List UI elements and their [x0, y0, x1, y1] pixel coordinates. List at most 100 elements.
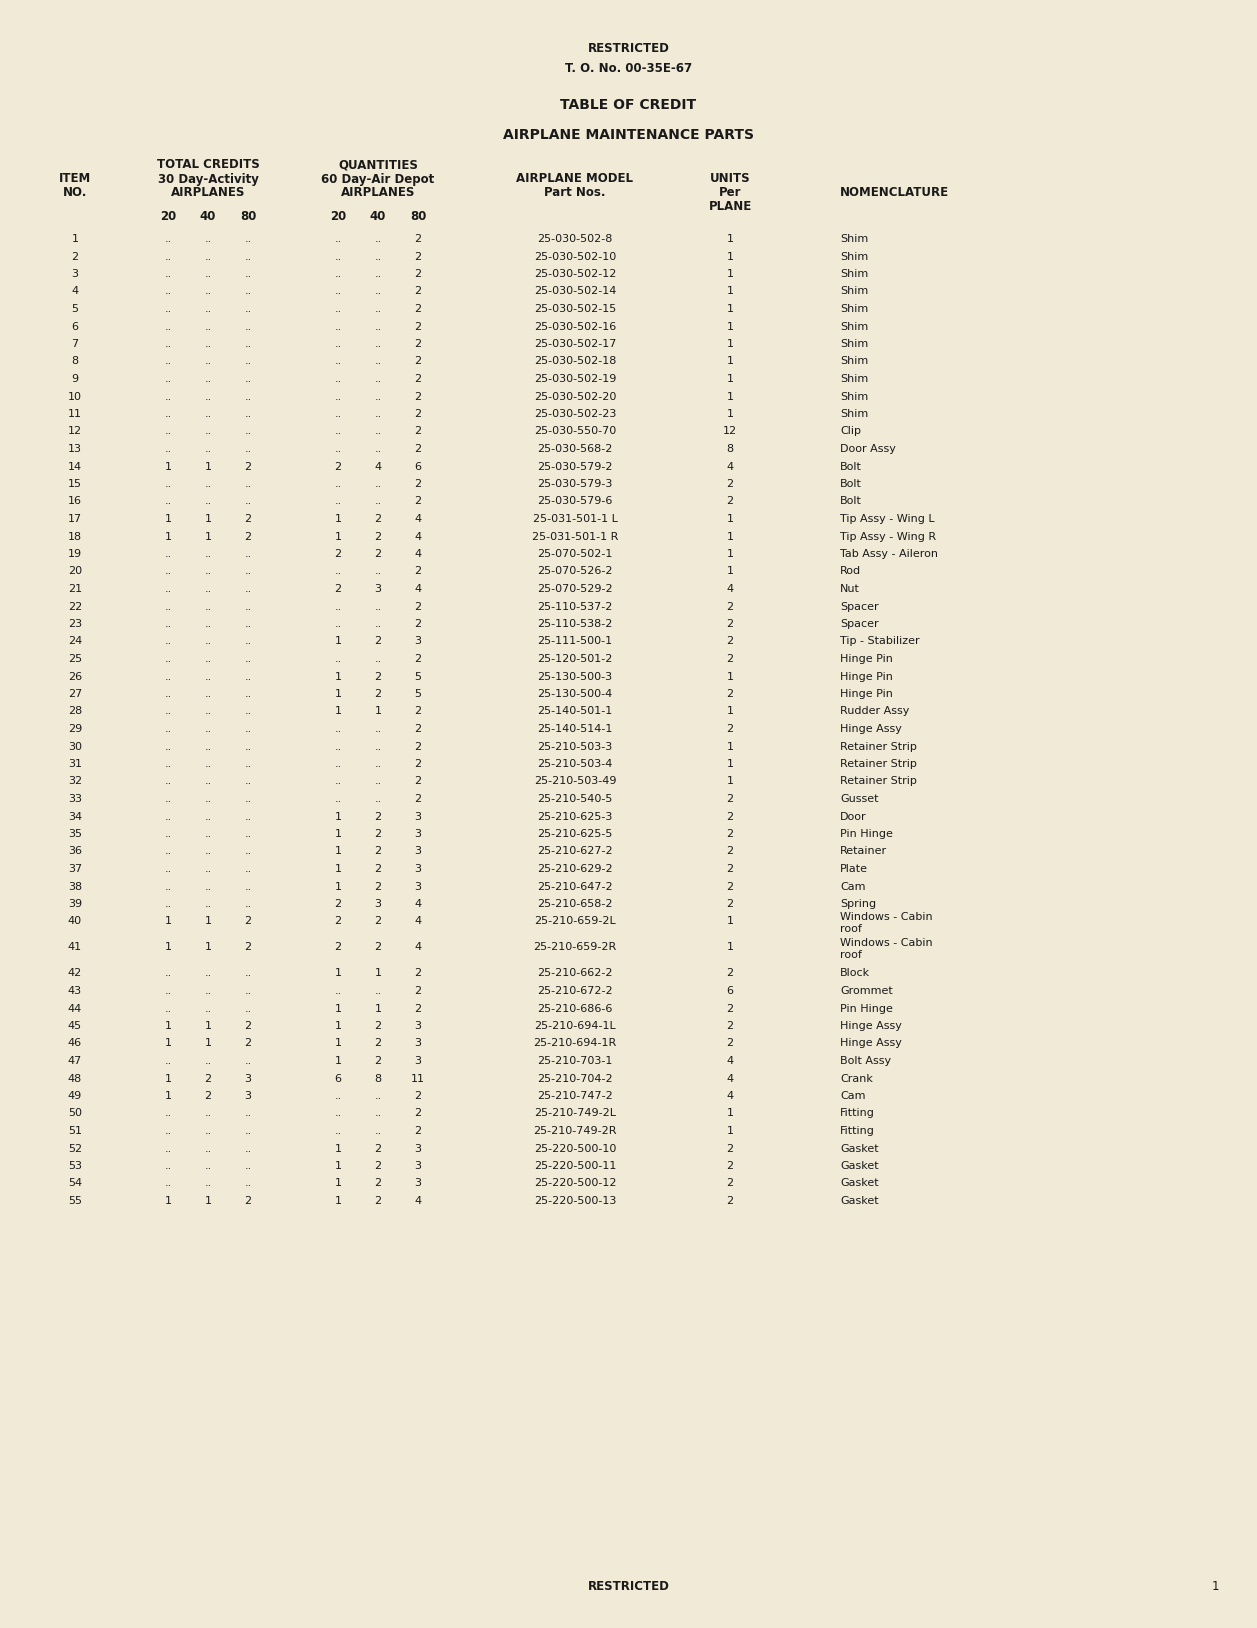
Text: 1: 1: [205, 531, 211, 542]
Text: 25-210-694-1R: 25-210-694-1R: [533, 1039, 617, 1048]
Text: 13: 13: [68, 444, 82, 454]
Text: ..: ..: [165, 479, 172, 488]
Text: 2: 2: [415, 479, 421, 488]
Text: 25-210-672-2: 25-210-672-2: [537, 987, 613, 996]
Text: 3: 3: [375, 899, 382, 908]
Text: 25-210-686-6: 25-210-686-6: [537, 1003, 612, 1014]
Text: 25-030-579-3: 25-030-579-3: [537, 479, 612, 488]
Text: ..: ..: [205, 549, 211, 558]
Text: ..: ..: [165, 847, 172, 856]
Text: 2: 2: [244, 917, 251, 926]
Text: 2: 2: [727, 1003, 734, 1014]
Text: 2: 2: [415, 1003, 421, 1014]
Text: ..: ..: [244, 1127, 251, 1136]
Text: 28: 28: [68, 707, 82, 716]
Text: 1: 1: [334, 1057, 342, 1066]
Text: ..: ..: [165, 864, 172, 874]
Text: 1: 1: [727, 1109, 734, 1118]
Text: ..: ..: [244, 584, 251, 594]
Text: 51: 51: [68, 1127, 82, 1136]
Text: 35: 35: [68, 829, 82, 838]
Text: 1: 1: [205, 917, 211, 926]
Text: 2: 2: [334, 899, 342, 908]
Text: 2: 2: [727, 1161, 734, 1171]
Text: ..: ..: [334, 234, 342, 244]
Text: 2: 2: [375, 917, 382, 926]
Text: ..: ..: [334, 444, 342, 454]
Text: ..: ..: [165, 707, 172, 716]
Text: Shim: Shim: [840, 339, 869, 348]
Text: 25-070-529-2: 25-070-529-2: [537, 584, 613, 594]
Text: Pin Hinge: Pin Hinge: [840, 829, 892, 838]
Text: 6: 6: [72, 321, 78, 332]
Text: 25-111-500-1: 25-111-500-1: [538, 637, 612, 646]
Text: roof: roof: [840, 951, 862, 961]
Text: 1: 1: [727, 531, 734, 542]
Text: 25-210-625-5: 25-210-625-5: [537, 829, 612, 838]
Text: Shim: Shim: [840, 374, 869, 384]
Text: ..: ..: [244, 287, 251, 296]
Text: 3: 3: [415, 1021, 421, 1031]
Text: 2: 2: [415, 374, 421, 384]
Text: 25-210-694-1L: 25-210-694-1L: [534, 1021, 616, 1031]
Text: ..: ..: [205, 339, 211, 348]
Text: ..: ..: [244, 1057, 251, 1066]
Text: RESTRICTED: RESTRICTED: [587, 41, 670, 54]
Text: 3: 3: [375, 584, 382, 594]
Text: ..: ..: [205, 654, 211, 664]
Text: 25-130-500-4: 25-130-500-4: [538, 689, 612, 698]
Text: ..: ..: [205, 1127, 211, 1136]
Text: ..: ..: [165, 741, 172, 752]
Text: Windows - Cabin: Windows - Cabin: [840, 912, 933, 921]
Text: ..: ..: [205, 374, 211, 384]
Text: ..: ..: [205, 724, 211, 734]
Text: Nut: Nut: [840, 584, 860, 594]
Text: Grommet: Grommet: [840, 987, 892, 996]
Text: 1: 1: [727, 759, 734, 768]
Text: 2: 2: [244, 514, 251, 524]
Text: Hinge Assy: Hinge Assy: [840, 1039, 901, 1048]
Text: 25-130-500-3: 25-130-500-3: [538, 671, 612, 682]
Text: ..: ..: [205, 321, 211, 332]
Text: Cam: Cam: [840, 1091, 866, 1101]
Text: 2: 2: [415, 251, 421, 262]
Text: 25-210-658-2: 25-210-658-2: [537, 899, 612, 908]
Text: 2: 2: [727, 881, 734, 892]
Text: ..: ..: [205, 689, 211, 698]
Text: ..: ..: [205, 1161, 211, 1171]
Text: ..: ..: [165, 881, 172, 892]
Text: 2: 2: [727, 1143, 734, 1154]
Text: ..: ..: [244, 969, 251, 978]
Text: 1: 1: [334, 514, 342, 524]
Text: Hinge Assy: Hinge Assy: [840, 1021, 901, 1031]
Text: 2: 2: [415, 287, 421, 296]
Text: 34: 34: [68, 811, 82, 822]
Text: ..: ..: [244, 567, 251, 576]
Text: 2: 2: [415, 339, 421, 348]
Text: ..: ..: [375, 619, 382, 628]
Text: 19: 19: [68, 549, 82, 558]
Text: Door Assy: Door Assy: [840, 444, 896, 454]
Text: 1: 1: [165, 1039, 171, 1048]
Text: ..: ..: [244, 234, 251, 244]
Text: 4: 4: [415, 514, 421, 524]
Text: ..: ..: [165, 374, 172, 384]
Text: ..: ..: [165, 391, 172, 402]
Text: Hinge Pin: Hinge Pin: [840, 654, 892, 664]
Text: 2: 2: [727, 969, 734, 978]
Text: 25-031-501-1 L: 25-031-501-1 L: [533, 514, 617, 524]
Text: 25-210-625-3: 25-210-625-3: [537, 811, 612, 822]
Text: 1: 1: [727, 287, 734, 296]
Text: ..: ..: [244, 304, 251, 314]
Text: 21: 21: [68, 584, 82, 594]
Text: ..: ..: [375, 269, 382, 278]
Text: 1: 1: [165, 531, 171, 542]
Text: 1: 1: [727, 943, 734, 952]
Text: 25-030-502-8: 25-030-502-8: [537, 234, 612, 244]
Text: 4: 4: [727, 1073, 734, 1084]
Text: ..: ..: [244, 269, 251, 278]
Text: 1: 1: [334, 881, 342, 892]
Text: ..: ..: [205, 1179, 211, 1188]
Text: 8: 8: [72, 357, 78, 366]
Text: 1: 1: [334, 531, 342, 542]
